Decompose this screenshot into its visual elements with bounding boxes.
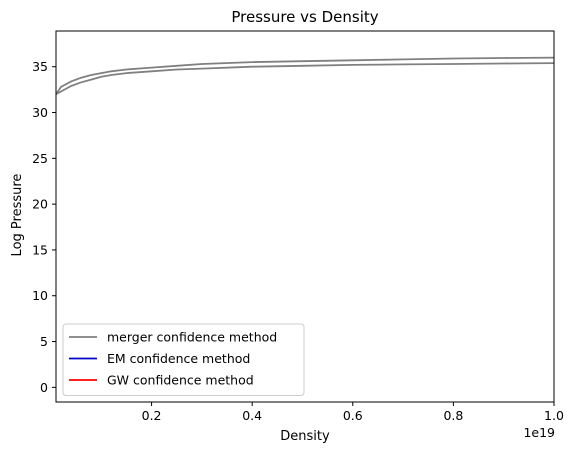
legend-entry-label: GW confidence method [107, 373, 254, 388]
series-line-0-branch-0 [55, 56, 555, 95]
y-axis-label: Log Pressure [10, 174, 25, 257]
y-tick-label: 30 [32, 105, 48, 120]
x-tick-label: 0.2 [142, 408, 162, 423]
series-line-0-branch-1 [55, 62, 555, 95]
legend: merger confidence method EM confidence me… [62, 323, 305, 396]
x-tick-label: 0.8 [443, 408, 463, 423]
axes: 0.2 0.4 0.6 0.8 1.0 0 5 10 15 20 25 30 35 [32, 30, 564, 423]
plot-area [55, 56, 555, 95]
chart-title: Pressure vs Density [231, 8, 378, 26]
y-tick-label: 5 [40, 334, 48, 349]
legend-entry-label: EM confidence method [107, 351, 250, 366]
legend-entry-label: merger confidence method [107, 330, 277, 345]
x-tick-label: 0.6 [343, 408, 363, 423]
y-tick-label: 25 [32, 151, 48, 166]
y-tick-label: 15 [32, 242, 48, 257]
y-tick-label: 35 [32, 59, 48, 74]
x-tick-label: 1.0 [544, 408, 564, 423]
legend-box [62, 323, 305, 396]
x-tick-label: 0.4 [242, 408, 262, 423]
plot-frame [55, 30, 555, 403]
x-axis-offset-label: 1e19 [523, 425, 555, 440]
y-tick-label: 0 [40, 380, 48, 395]
y-tick-label: 20 [32, 197, 48, 212]
x-axis-label: Density [280, 429, 330, 444]
y-tick-label: 10 [32, 288, 48, 303]
